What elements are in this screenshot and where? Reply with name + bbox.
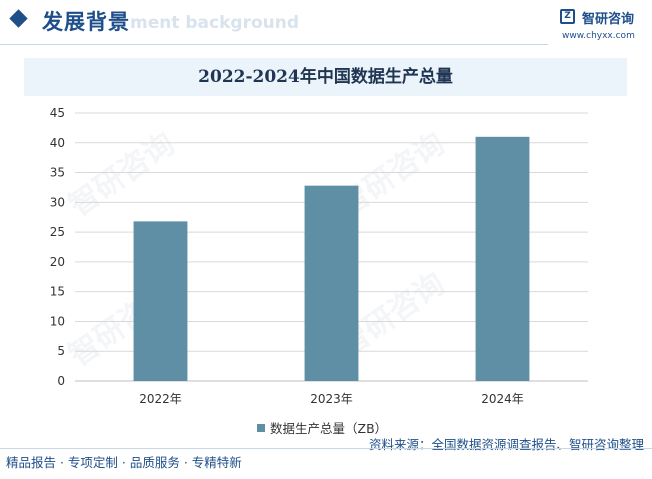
logo-mark-icon: Z (560, 9, 575, 24)
header-ghost-text: ment background (130, 13, 300, 33)
footer-divider (0, 448, 652, 449)
y-tick-label: 40 (50, 136, 65, 150)
source-text: 资料来源：全国数据资源调查报告、智研咨询整理 (368, 437, 644, 452)
bar (475, 136, 530, 381)
x-tick-label: 2022年 (139, 392, 182, 406)
x-tick-label: 2024年 (481, 392, 524, 406)
header-divider (0, 44, 548, 45)
chart-title: 2022-2024年中国数据生产总量 (198, 67, 453, 87)
y-tick-label: 0 (57, 374, 65, 388)
chart-legend: 数据生产总量（ZB） (257, 417, 388, 436)
y-tick-label: 35 (50, 166, 65, 180)
legend-swatch (257, 423, 265, 432)
y-tick-label: 10 (50, 314, 65, 328)
y-tick-label: 5 (57, 344, 65, 358)
logo: Z 智研咨询 www.chyxx.com (560, 7, 650, 43)
x-tick-label: 2023年 (310, 392, 353, 406)
logo-url: www.chyxx.com (562, 31, 635, 41)
y-tick-label: 45 (50, 106, 65, 120)
bar (304, 185, 359, 381)
chart-title-band: 2022-2024年中国数据生产总量 (24, 58, 627, 96)
y-tick-label: 15 (50, 285, 65, 299)
y-tick-label: 25 (50, 225, 65, 239)
legend-label: 数据生产总量（ZB） (270, 421, 388, 436)
slogan-text: 精品报告 · 专项定制 · 品质服务 · 专精特新 (6, 455, 242, 470)
y-tick-label: 30 (50, 195, 65, 209)
page-title: 发展背景 (42, 10, 130, 34)
logo-name: 智研咨询 (582, 12, 635, 27)
y-tick-label: 20 (50, 255, 65, 269)
header: ment background 发展背景 Z 智研咨询 www.chyxx.co… (0, 0, 652, 46)
bar (133, 221, 188, 381)
